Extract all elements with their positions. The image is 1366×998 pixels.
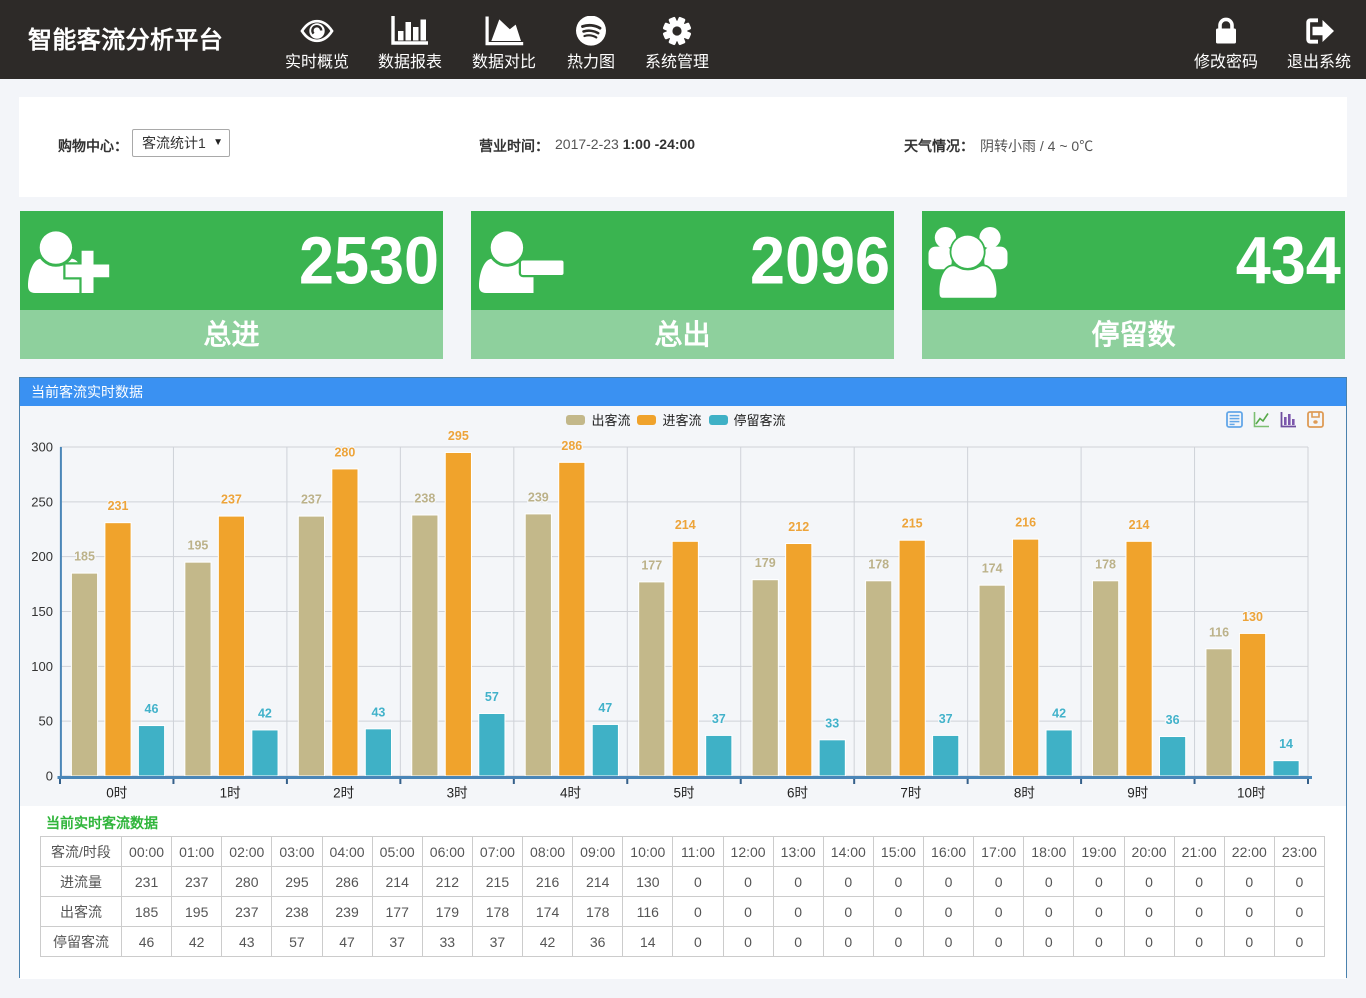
svg-text:3时: 3时	[447, 786, 468, 801]
svg-text:195: 195	[188, 539, 209, 553]
svg-text:5时: 5时	[673, 786, 694, 801]
svg-text:9时: 9时	[1127, 786, 1148, 801]
svg-text:33: 33	[825, 716, 839, 730]
svg-text:231: 231	[108, 499, 129, 513]
svg-text:6时: 6时	[787, 786, 808, 801]
svg-text:238: 238	[414, 491, 435, 505]
svg-text:10时: 10时	[1237, 786, 1266, 801]
svg-text:214: 214	[1129, 518, 1150, 532]
svg-text:130: 130	[1242, 610, 1263, 624]
svg-text:178: 178	[1095, 557, 1116, 571]
svg-text:37: 37	[939, 712, 953, 726]
svg-text:46: 46	[145, 702, 159, 716]
svg-text:237: 237	[301, 493, 322, 507]
svg-text:116: 116	[1209, 625, 1229, 639]
svg-text:214: 214	[675, 518, 696, 532]
svg-text:178: 178	[868, 557, 889, 571]
svg-text:43: 43	[371, 705, 385, 719]
svg-text:0时: 0时	[106, 786, 127, 801]
svg-text:300: 300	[31, 440, 53, 455]
svg-text:47: 47	[598, 701, 612, 715]
svg-text:250: 250	[31, 494, 53, 509]
svg-text:37: 37	[712, 712, 726, 726]
svg-text:237: 237	[221, 493, 242, 507]
svg-text:50: 50	[39, 714, 53, 729]
svg-text:216: 216	[1015, 516, 1036, 530]
svg-text:100: 100	[31, 659, 53, 674]
svg-text:4时: 4时	[560, 786, 581, 801]
svg-text:14: 14	[1279, 737, 1293, 751]
svg-text:42: 42	[1052, 706, 1066, 720]
svg-text:42: 42	[258, 706, 272, 720]
svg-text:286: 286	[561, 439, 582, 453]
svg-text:57: 57	[485, 690, 499, 704]
svg-text:36: 36	[1166, 713, 1180, 727]
svg-text:215: 215	[902, 517, 923, 531]
svg-text:2时: 2时	[333, 786, 354, 801]
svg-text:177: 177	[641, 558, 662, 572]
svg-text:179: 179	[755, 556, 776, 570]
svg-text:280: 280	[334, 445, 355, 459]
svg-text:8时: 8时	[1014, 786, 1035, 801]
svg-text:1时: 1时	[220, 786, 241, 801]
svg-text:295: 295	[448, 429, 469, 443]
svg-text:200: 200	[31, 549, 53, 564]
svg-text:7时: 7时	[900, 786, 921, 801]
svg-text:150: 150	[31, 604, 53, 619]
svg-text:212: 212	[788, 520, 809, 534]
svg-text:174: 174	[982, 562, 1003, 576]
svg-text:185: 185	[74, 550, 95, 564]
svg-text:239: 239	[528, 490, 549, 504]
svg-text:0: 0	[46, 769, 53, 784]
